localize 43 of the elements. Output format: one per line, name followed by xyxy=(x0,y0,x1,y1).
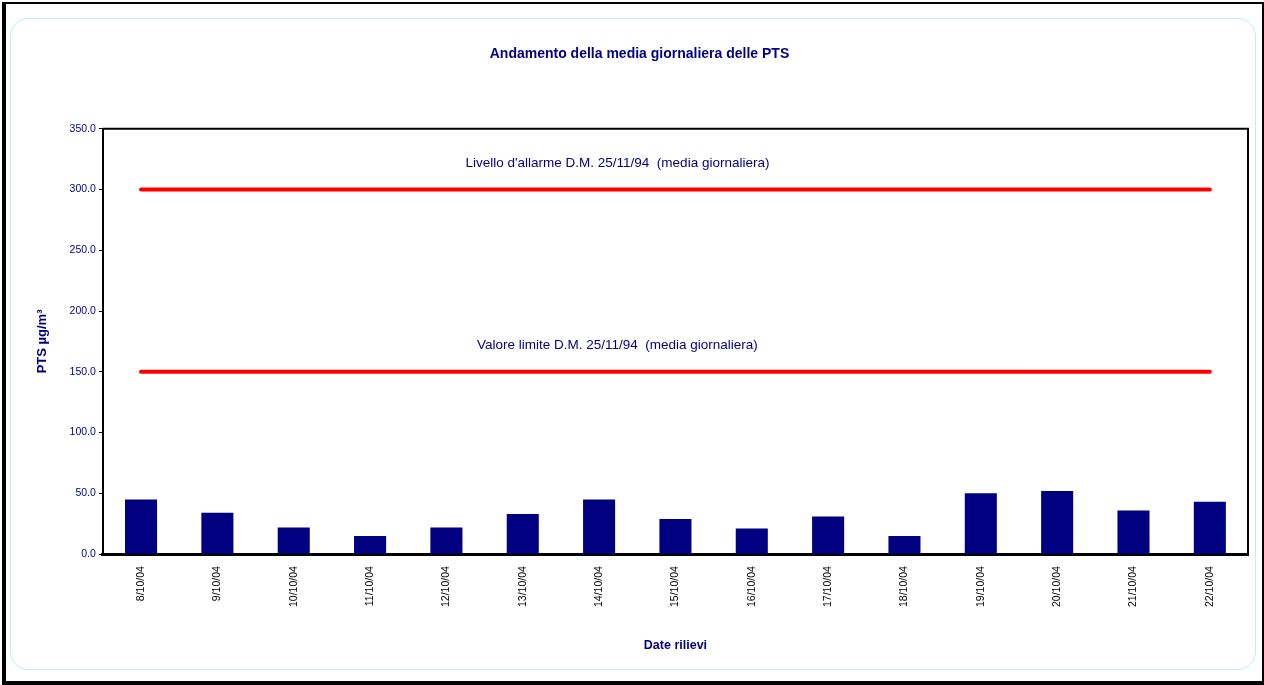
bar xyxy=(430,527,463,554)
bar xyxy=(506,514,539,554)
x-tick-label: 22/10/04 xyxy=(1202,565,1215,607)
bar xyxy=(812,516,845,554)
bar xyxy=(888,535,921,554)
x-tick-label: 14/10/04 xyxy=(591,565,604,607)
x-tick-label: 13/10/04 xyxy=(515,565,528,607)
x-tick-label: 16/10/04 xyxy=(744,565,757,607)
x-tick-label: 9/10/04 xyxy=(210,565,223,602)
x-tick-label: 15/10/04 xyxy=(668,565,681,607)
y-tick-label: 300.0 xyxy=(69,182,97,195)
x-tick-label: 17/10/04 xyxy=(821,565,834,607)
bar xyxy=(735,528,768,554)
bar xyxy=(583,499,616,554)
x-axis-title: Date rilievi xyxy=(643,637,708,652)
ref-line-label: Valore limite D.M. 25/11/94 (media giornaliera) xyxy=(477,336,758,352)
bar xyxy=(964,493,997,554)
y-tick-label: 350.0 xyxy=(69,121,97,134)
bar xyxy=(277,527,310,554)
x-tick-label: 12/10/04 xyxy=(439,565,452,607)
x-tick-label: 10/10/04 xyxy=(286,565,299,607)
y-tick-label: 150.0 xyxy=(69,364,97,377)
chart-title: Andamento della media giornaliera delle PTS xyxy=(489,45,790,62)
ref-line-label: Livello d'allarme D.M. 25/11/94 (media giornaliera) xyxy=(465,154,770,170)
x-tick-label: 11/10/04 xyxy=(362,565,375,607)
y-tick-label: 100.0 xyxy=(69,425,97,438)
y-tick-label: 200.0 xyxy=(69,303,97,316)
x-tick-label: 19/10/04 xyxy=(973,565,986,607)
y-tick-label: 250.0 xyxy=(69,243,97,256)
x-tick-label: 8/10/04 xyxy=(133,565,146,602)
y-tick-label: 0.0 xyxy=(81,547,97,560)
bar xyxy=(201,512,234,554)
x-tick-label: 21/10/04 xyxy=(1126,565,1139,607)
bar xyxy=(125,499,158,554)
bar xyxy=(1193,501,1226,554)
y-tick-label: 50.0 xyxy=(75,486,97,499)
x-tick-label: 18/10/04 xyxy=(897,565,910,607)
bar xyxy=(1117,510,1150,554)
bar xyxy=(659,518,692,554)
bar xyxy=(354,535,387,554)
x-tick-label: 20/10/04 xyxy=(1050,565,1063,607)
y-axis-title: PTS µg/m³ xyxy=(34,308,50,374)
bar xyxy=(1041,490,1074,554)
